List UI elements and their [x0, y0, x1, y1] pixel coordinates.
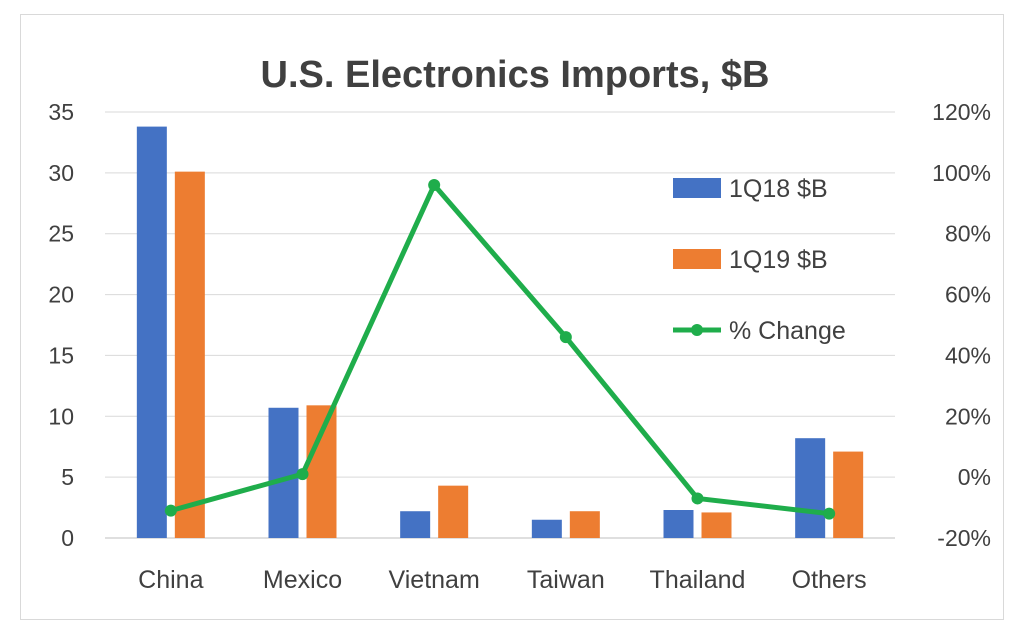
y-right-tick-label: 100% — [932, 160, 991, 186]
legend: 1Q18 $B 1Q19 $B % Change — [673, 175, 846, 345]
y-left-tick-label: 5 — [61, 464, 74, 490]
line-point — [691, 492, 704, 505]
axes: 0 5 10 15 20 25 30 35 -20% 0% 20% 40% 60% 80% 100% 120%… — [48, 99, 991, 594]
line-point — [428, 179, 441, 192]
bar — [569, 511, 600, 538]
line-point — [296, 468, 309, 481]
bar — [306, 405, 337, 538]
y-left-tick-label: 15 — [48, 342, 74, 368]
chart: U.S. Electronics Imports, $B 0 5 10 15 20 25 3… — [48, 54, 991, 594]
x-tick-label: Mexico — [263, 566, 342, 594]
y-right-tick-label: -20% — [937, 525, 991, 551]
bar — [663, 510, 694, 538]
y-right-tick-label: 80% — [945, 221, 991, 247]
legend-swatch — [673, 249, 721, 269]
line-point — [164, 504, 177, 517]
bars — [136, 126, 864, 538]
bar — [701, 512, 732, 538]
x-tick-label: Thailand — [650, 566, 746, 594]
legend-label: 1Q19 $B — [729, 246, 828, 274]
gridlines — [105, 111, 895, 539]
legend-label: % Change — [729, 317, 846, 345]
chart-frame: U.S. Electronics Imports, $B 0 5 10 15 20 25 3… — [20, 14, 1004, 620]
y-left-tick-label: 25 — [48, 221, 74, 247]
y-right-tick-label: 60% — [945, 282, 991, 308]
y-left-tick-label: 35 — [48, 99, 74, 125]
bar — [531, 519, 562, 538]
chart-title: U.S. Electronics Imports, $B — [261, 54, 770, 96]
line-series — [170, 182, 830, 517]
x-tick-label: Taiwan — [527, 566, 605, 594]
y-left-tick-label: 10 — [48, 403, 74, 429]
bar — [268, 407, 299, 538]
bar — [136, 126, 167, 538]
y-left-tick-label: 20 — [48, 282, 74, 308]
legend-swatch — [673, 178, 721, 198]
y-right-tick-label: 20% — [945, 403, 991, 429]
y-right-tick-label: 120% — [932, 99, 991, 125]
bar — [174, 171, 205, 538]
line-point — [823, 507, 836, 520]
percent-change-line — [164, 179, 836, 520]
bar — [833, 451, 864, 538]
y-right-tick-label: 40% — [945, 342, 991, 368]
legend-label: 1Q18 $B — [729, 175, 828, 203]
y-right-tick-label: 0% — [958, 464, 991, 490]
x-tick-label: Vietnam — [389, 566, 480, 594]
y-left-tick-label: 30 — [48, 160, 74, 186]
bar — [438, 485, 469, 538]
y-left-tick-label: 0 — [61, 525, 74, 551]
legend-marker — [691, 324, 703, 336]
line-point — [559, 331, 572, 344]
x-tick-label: Others — [792, 566, 867, 594]
bar — [795, 438, 826, 538]
x-tick-label: China — [138, 566, 203, 594]
bar — [400, 511, 431, 538]
